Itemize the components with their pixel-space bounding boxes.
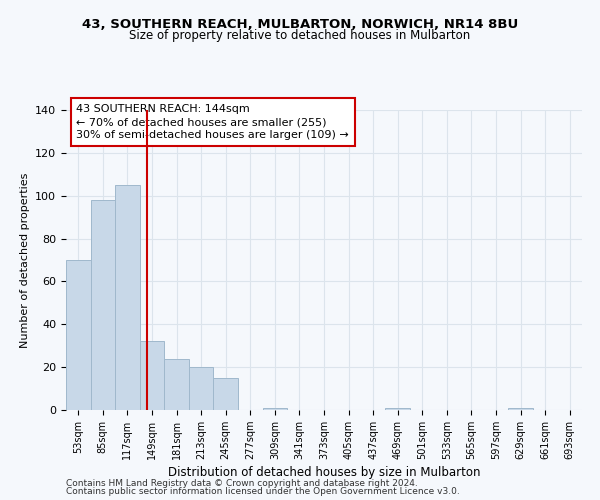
Bar	[140, 342, 164, 410]
Text: Contains public sector information licensed under the Open Government Licence v3: Contains public sector information licen…	[66, 487, 460, 496]
Bar	[508, 408, 533, 410]
Text: 43 SOUTHERN REACH: 144sqm
← 70% of detached houses are smaller (255)
30% of semi: 43 SOUTHERN REACH: 144sqm ← 70% of detac…	[76, 104, 349, 141]
X-axis label: Distribution of detached houses by size in Mulbarton: Distribution of detached houses by size …	[168, 466, 480, 479]
Text: Contains HM Land Registry data © Crown copyright and database right 2024.: Contains HM Land Registry data © Crown c…	[66, 478, 418, 488]
Text: 43, SOUTHERN REACH, MULBARTON, NORWICH, NR14 8BU: 43, SOUTHERN REACH, MULBARTON, NORWICH, …	[82, 18, 518, 30]
Bar	[66, 260, 91, 410]
Bar	[214, 378, 238, 410]
Bar	[385, 408, 410, 410]
Bar	[263, 408, 287, 410]
Text: Size of property relative to detached houses in Mulbarton: Size of property relative to detached ho…	[130, 29, 470, 42]
Bar	[115, 185, 140, 410]
Bar	[91, 200, 115, 410]
Bar	[189, 367, 214, 410]
Y-axis label: Number of detached properties: Number of detached properties	[20, 172, 29, 348]
Bar	[164, 358, 189, 410]
